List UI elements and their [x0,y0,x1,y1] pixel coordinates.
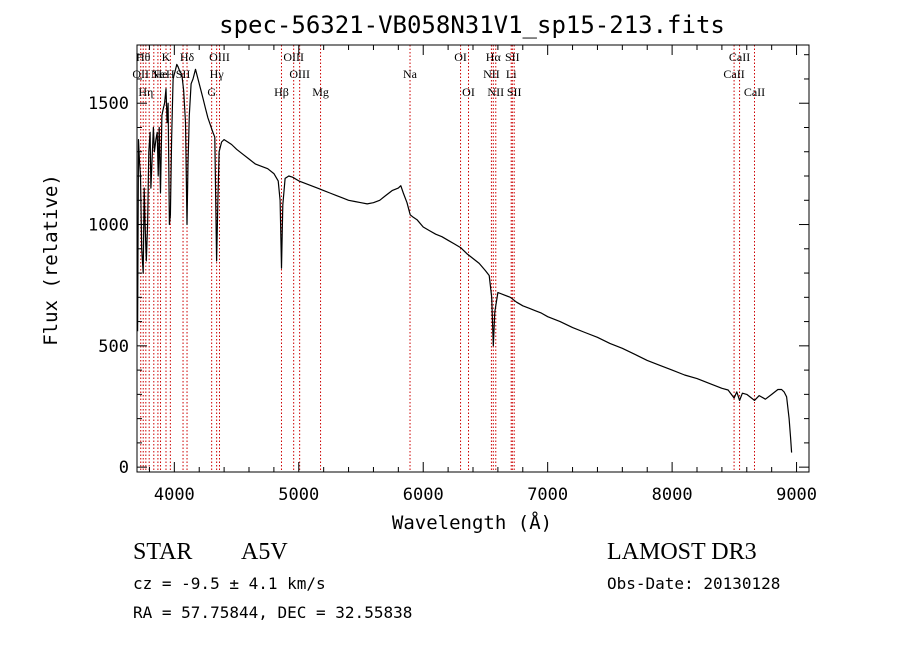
line-label: Hθ [136,50,151,64]
line-label: Hη [138,85,153,99]
spectral-line-markers [140,45,755,472]
y-axis-label: Flux (relative) [40,174,62,346]
coords-text: RA = 57.75844, DEC = 32.55838 [133,603,413,622]
y-tick-label: 500 [98,337,129,357]
y-tick-label: 0 [119,458,129,478]
class-label: STAR [133,539,193,565]
line-label: SII [176,67,191,81]
line-label: OIII [289,67,310,81]
line-label: CaII [744,85,765,99]
y-tick-label: 1500 [88,94,129,114]
line-label: OI [454,50,467,64]
line-label: CaII [723,67,744,81]
redshift-text: cz = -9.5 ± 4.1 km/s [133,574,326,593]
line-label: G [207,85,216,99]
x-tick-label: 6000 [403,485,444,505]
x-tick-label: 5000 [278,485,319,505]
line-label: H [166,67,175,81]
line-label: NII [483,67,500,81]
x-axis-label: Wavelength (Å) [392,511,552,534]
survey-label: LAMOST DR3 [607,539,757,565]
line-label: Na [403,67,418,81]
x-tick-label: 7000 [527,485,568,505]
line-label: SII [505,50,520,64]
line-label: OI [462,85,475,99]
chart-title: spec-56321-VB058N31V1_sp15-213.fits [219,11,725,39]
x-tick-label: 9000 [776,485,817,505]
line-label: K [162,50,171,64]
line-label: OIII [209,50,230,64]
subclass-label: A5V [241,539,288,565]
line-label: NII [487,85,504,99]
line-label: Hα [486,50,502,64]
x-tick-label: 4000 [154,485,195,505]
line-label: Hβ [274,85,289,99]
line-label: OIII [283,50,304,64]
line-label: He [154,67,168,81]
spectrum-line [137,63,793,453]
y-tick-label: 1000 [88,216,129,236]
line-label: Li [506,67,517,81]
obs-date-text: Obs-Date: 20130128 [607,574,781,593]
line-label: Hγ [210,67,225,81]
x-tick-label: 8000 [652,485,693,505]
line-label: Ne [151,67,165,81]
line-label: CaII [729,50,750,64]
line-label: SII [507,85,522,99]
line-label: Hδ [180,50,195,64]
line-label: Mg [312,85,329,99]
x-axis-ticks: 4000 5000 6000 7000 8000 9000 [148,45,817,505]
y-axis-ticks: 0 500 1000 1500 [88,54,809,478]
